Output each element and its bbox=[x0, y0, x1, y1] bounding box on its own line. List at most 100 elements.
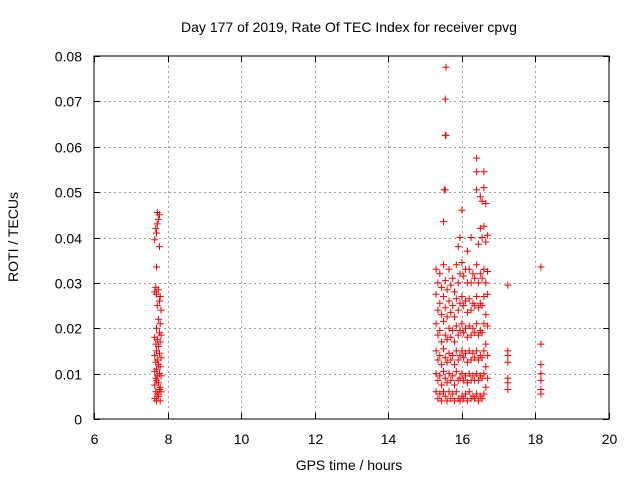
data-point bbox=[456, 374, 464, 382]
data-point bbox=[452, 261, 460, 269]
data-point bbox=[465, 347, 473, 355]
data-point bbox=[484, 290, 492, 298]
data-point bbox=[463, 247, 471, 255]
data-point bbox=[504, 374, 512, 382]
data-point bbox=[156, 383, 164, 391]
data-point bbox=[482, 311, 490, 319]
data-point bbox=[478, 302, 486, 310]
data-point bbox=[451, 338, 458, 346]
data-point bbox=[449, 274, 457, 282]
y-tick-label: 0.04 bbox=[55, 231, 82, 247]
data-point bbox=[451, 288, 458, 296]
data-point bbox=[484, 352, 492, 359]
data-point bbox=[480, 222, 488, 230]
data-point bbox=[451, 381, 458, 389]
data-point bbox=[154, 286, 162, 294]
data-point bbox=[443, 286, 451, 294]
data-point bbox=[153, 365, 160, 373]
data-point bbox=[504, 358, 512, 366]
data-point bbox=[474, 240, 482, 248]
data-point bbox=[458, 206, 466, 214]
x-tick-label: 6 bbox=[91, 431, 99, 447]
data-point bbox=[445, 265, 453, 273]
data-point bbox=[473, 261, 481, 269]
data-point bbox=[465, 370, 473, 378]
data-point bbox=[482, 383, 490, 391]
data-point bbox=[458, 259, 466, 266]
y-tick-label: 0.08 bbox=[55, 49, 82, 65]
data-point bbox=[473, 370, 481, 378]
data-point bbox=[478, 329, 486, 337]
data-point bbox=[447, 308, 455, 316]
data-points bbox=[151, 63, 545, 405]
data-point bbox=[473, 347, 481, 355]
data-point bbox=[482, 340, 490, 348]
data-point bbox=[467, 356, 475, 364]
grid-lines bbox=[94, 56, 609, 419]
data-point bbox=[443, 397, 451, 405]
data-point bbox=[443, 379, 451, 387]
data-point bbox=[156, 320, 164, 328]
data-point bbox=[469, 324, 477, 332]
data-point bbox=[436, 372, 444, 380]
data-point bbox=[443, 358, 451, 366]
data-point bbox=[454, 243, 462, 251]
data-point bbox=[432, 347, 440, 355]
data-point bbox=[443, 313, 451, 321]
data-point bbox=[154, 215, 162, 223]
data-point bbox=[449, 352, 457, 359]
data-point bbox=[474, 331, 482, 339]
y-tick-label: 0.02 bbox=[55, 321, 82, 337]
data-point bbox=[465, 388, 473, 396]
data-point bbox=[458, 293, 466, 300]
data-point bbox=[156, 338, 164, 346]
data-point bbox=[441, 95, 449, 103]
data-point bbox=[156, 349, 163, 357]
data-point bbox=[152, 224, 160, 232]
data-point bbox=[480, 347, 488, 355]
data-point bbox=[482, 200, 490, 207]
data-point bbox=[484, 268, 492, 275]
data-point bbox=[151, 352, 159, 359]
y-tick-label: 0.03 bbox=[55, 276, 82, 292]
x-tick-label: 16 bbox=[455, 431, 471, 447]
data-point bbox=[467, 306, 475, 314]
data-point bbox=[154, 379, 162, 387]
data-point bbox=[445, 388, 453, 396]
data-point bbox=[476, 270, 484, 278]
data-point bbox=[153, 263, 160, 271]
data-point bbox=[480, 265, 488, 273]
data-point bbox=[441, 374, 449, 382]
y-axis-label: ROTI / TECUs bbox=[5, 192, 21, 282]
data-point bbox=[480, 293, 488, 300]
data-point bbox=[154, 392, 162, 400]
data-point bbox=[447, 376, 455, 384]
data-point bbox=[449, 390, 457, 398]
data-point bbox=[153, 229, 160, 237]
data-point bbox=[469, 349, 477, 357]
data-point bbox=[449, 372, 457, 380]
data-point bbox=[438, 381, 446, 389]
data-point bbox=[451, 313, 458, 321]
data-point bbox=[460, 302, 468, 310]
data-point bbox=[151, 236, 159, 244]
data-point bbox=[157, 306, 165, 314]
data-point bbox=[456, 352, 464, 359]
data-point bbox=[440, 367, 447, 375]
data-point bbox=[432, 320, 440, 328]
x-tick-labels: 6 8 10 12 14 16 18 20 bbox=[91, 431, 618, 447]
data-point bbox=[537, 386, 545, 393]
data-point bbox=[480, 168, 488, 176]
data-point bbox=[460, 354, 468, 362]
data-point bbox=[467, 234, 475, 241]
data-point bbox=[482, 238, 490, 246]
data-point bbox=[447, 356, 455, 364]
data-point bbox=[471, 274, 479, 282]
chart-title: Day 177 of 2019, Rate Of TEC Index for r… bbox=[181, 19, 517, 35]
data-point bbox=[480, 320, 488, 328]
data-point bbox=[456, 327, 464, 334]
data-point bbox=[432, 388, 440, 396]
data-point bbox=[476, 193, 484, 201]
data-point bbox=[436, 327, 444, 334]
data-point bbox=[471, 395, 479, 403]
